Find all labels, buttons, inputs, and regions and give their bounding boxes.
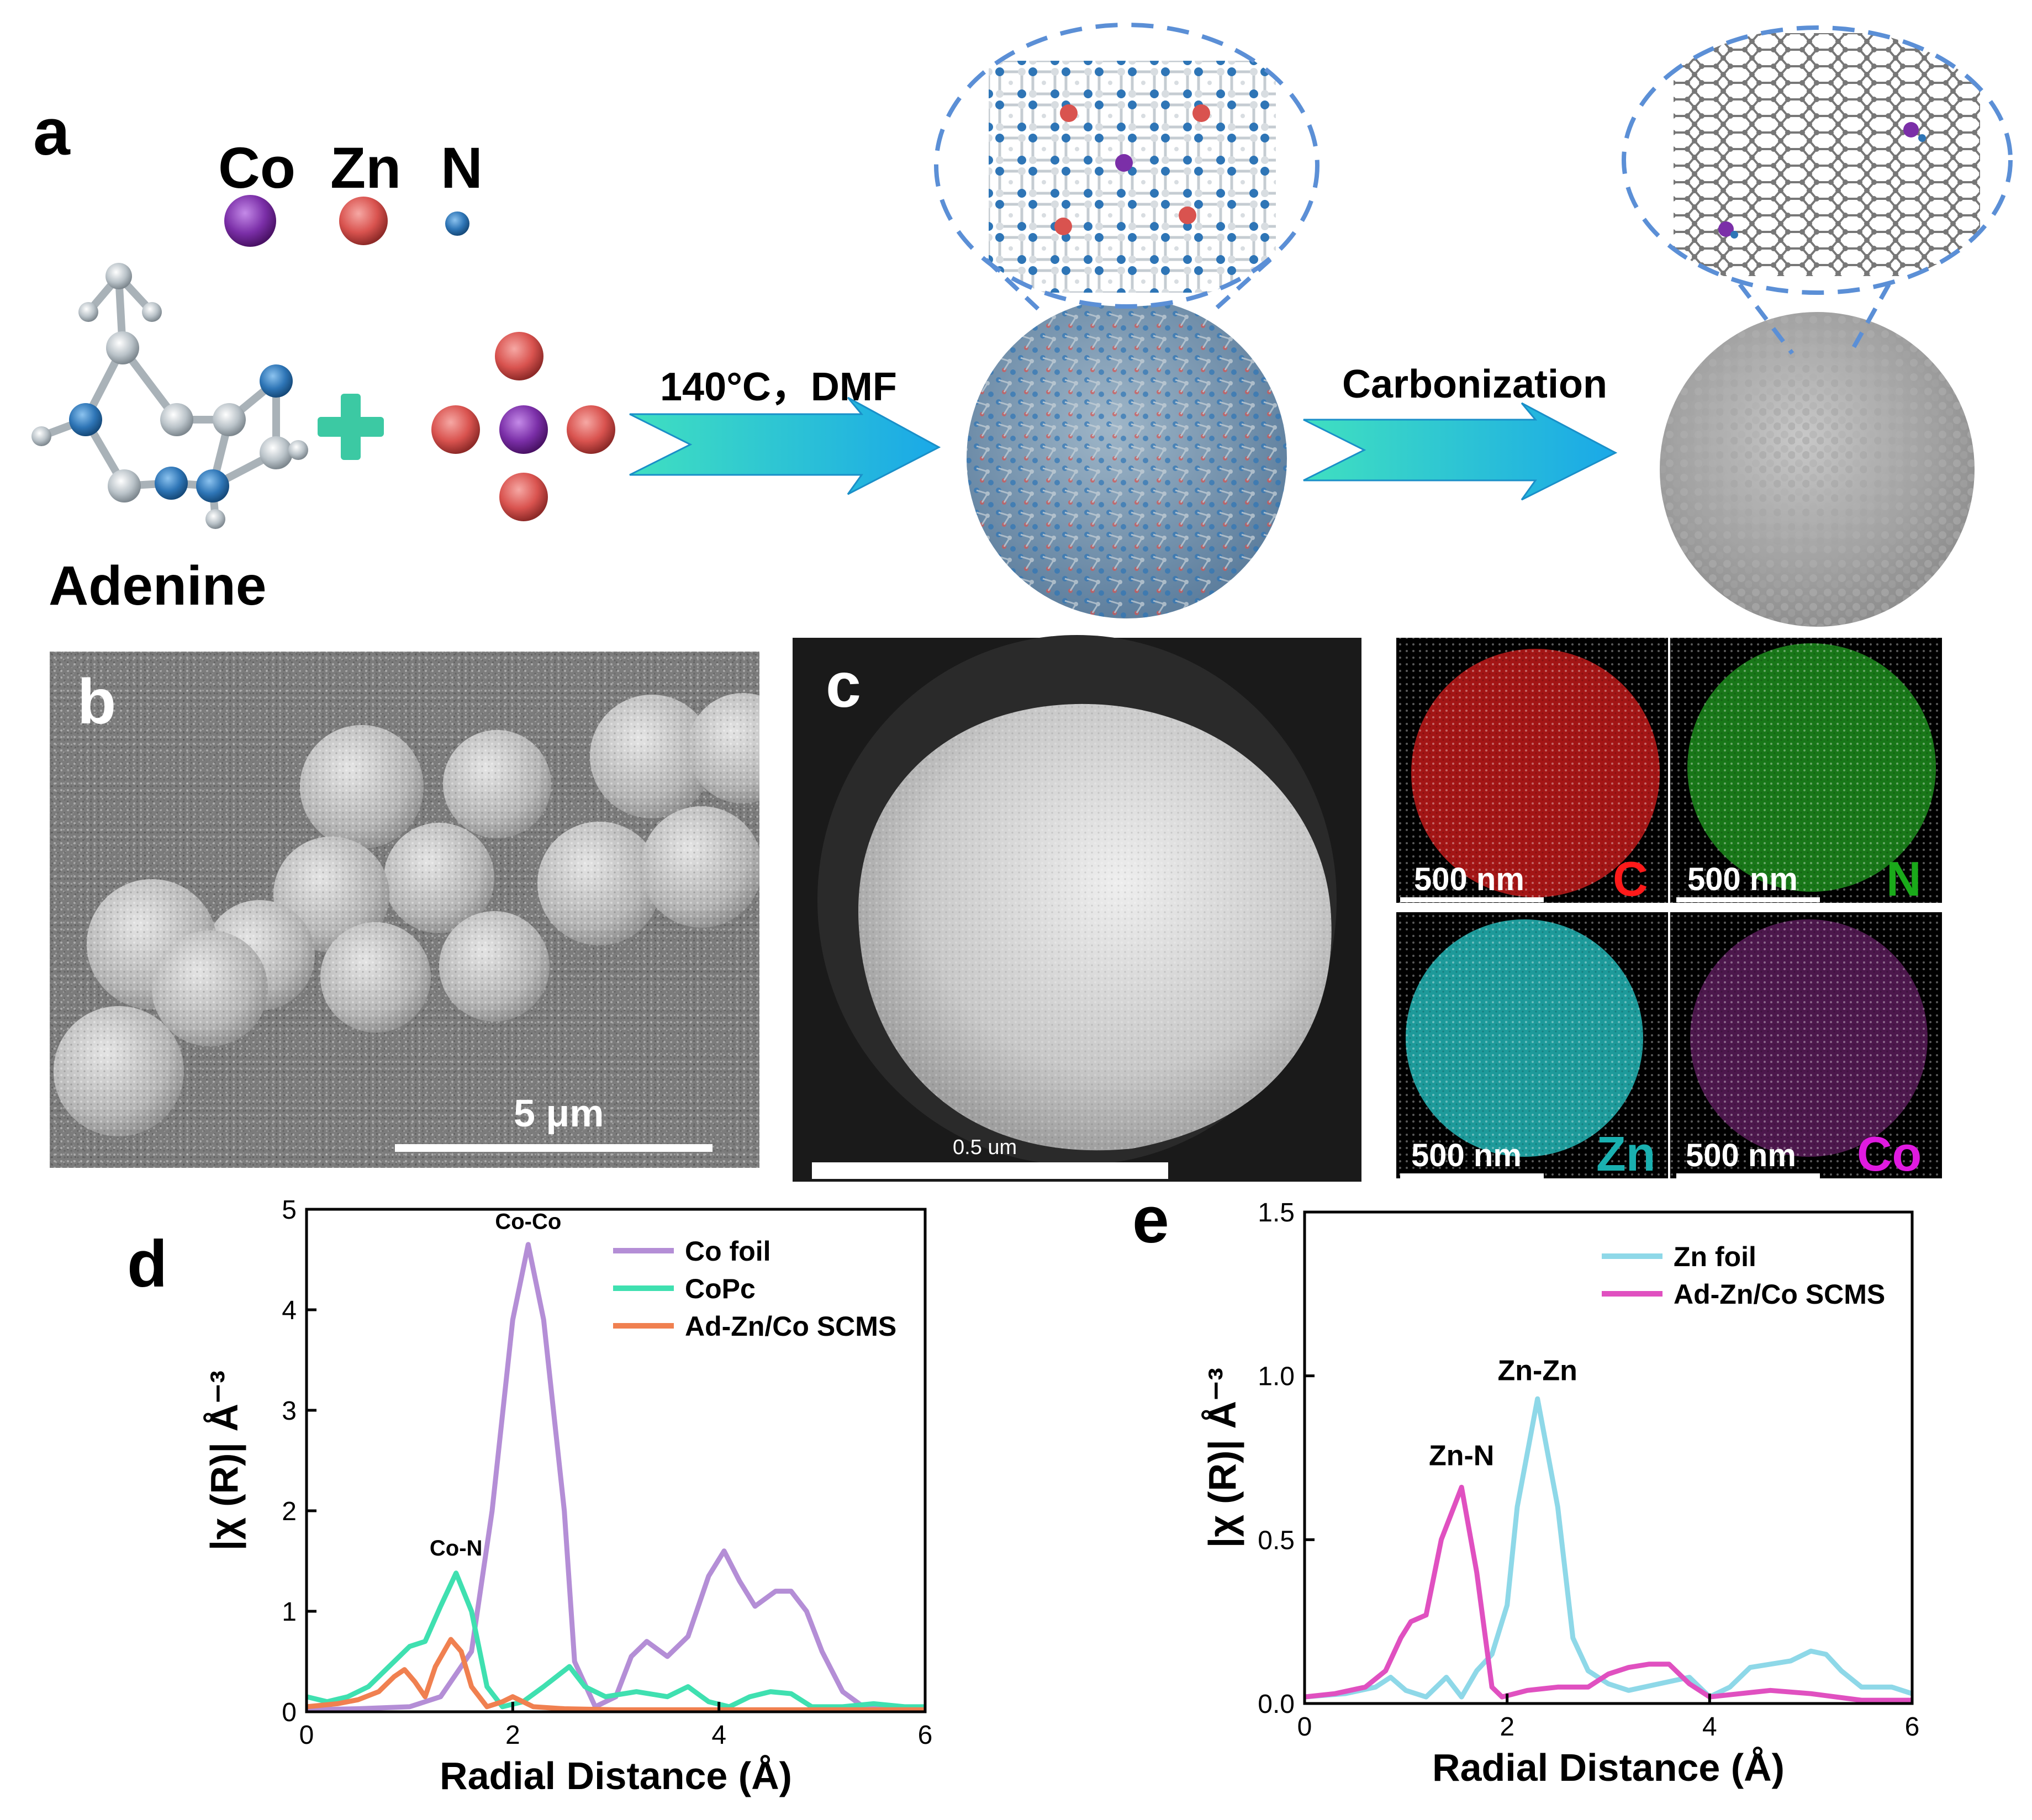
panel-d-label: d bbox=[127, 1227, 167, 1301]
panel-a: a Co Zn N bbox=[31, 23, 2013, 627]
step2-label: Carbonization bbox=[1342, 362, 1607, 406]
eds-map-zn bbox=[1396, 912, 1668, 1178]
carbonized-sphere-icon bbox=[1660, 312, 1975, 627]
peak-annotation-e-0: Zn-Zn bbox=[1497, 1355, 1577, 1387]
panel-b-sem-image: b 5 μm bbox=[50, 652, 759, 1168]
map-zn-element-label: Zn bbox=[1596, 1126, 1656, 1181]
panel-e-label: e bbox=[1132, 1183, 1169, 1257]
series-line-e-0 bbox=[1304, 1396, 1913, 1700]
y-tick-label-e-3: 1.5 bbox=[1258, 1198, 1295, 1228]
y-tick-label-e-1: 0.5 bbox=[1258, 1526, 1295, 1555]
x-tick-label-d-0: 0 bbox=[299, 1721, 314, 1750]
map-c-scale-label: 500 nm bbox=[1414, 861, 1524, 897]
eds-map-c bbox=[1396, 638, 1668, 903]
atom-legend: Co Zn N bbox=[218, 136, 483, 247]
step1-label: 140°C，DMF bbox=[660, 365, 897, 409]
series-line-e-1 bbox=[1304, 1484, 1912, 1703]
y-tick-label-d-4: 4 bbox=[282, 1296, 297, 1325]
map-co-element-label: Co bbox=[1857, 1126, 1922, 1181]
legend-label-d-0: Co foil bbox=[685, 1236, 771, 1267]
reaction-arrow-2-icon bbox=[1303, 402, 1618, 501]
panel-c-scale-bar bbox=[812, 1162, 1168, 1179]
y-tick-label-d-0: 0 bbox=[282, 1698, 297, 1727]
y-tick-label-d-5: 5 bbox=[282, 1195, 297, 1225]
peak-annotation-d-0: Co-Co bbox=[495, 1210, 561, 1234]
plot-frame-d bbox=[305, 1208, 927, 1713]
map-n-element-label: N bbox=[1886, 851, 1922, 906]
legend-label-e-0: Zn foil bbox=[1674, 1241, 1756, 1272]
panel-b-scale-label: 5 μm bbox=[514, 1092, 604, 1135]
zn-atom-icon bbox=[339, 197, 388, 245]
y-axis-label-d: |χ (R)| Å⁻³ bbox=[203, 1371, 246, 1551]
adenine-molecule-icon bbox=[31, 263, 308, 529]
chart-d: 0 2 4 6 0 1 2 3 4 5 Radial Distance (Å) |χ (R)| Å⁻³… bbox=[203, 1195, 932, 1797]
co-atom-icon bbox=[224, 195, 276, 247]
map-zn-scale-label: 500 nm bbox=[1411, 1138, 1522, 1173]
eds-maps: 500 nm C 500 nm N 500 nm Zn 500 nm Co bbox=[1395, 636, 1944, 1181]
legend-label-d-2: Ad-Zn/Co SCMS bbox=[685, 1311, 896, 1342]
n-atom-icon bbox=[445, 211, 469, 236]
map-n-scale-label: 500 nm bbox=[1687, 861, 1798, 897]
precursor-sphere-icon bbox=[967, 298, 1287, 618]
plot-frame-e bbox=[1303, 1210, 1914, 1705]
series-line-d-2 bbox=[306, 1637, 925, 1712]
x-tick-label-e-2: 4 bbox=[1702, 1712, 1717, 1742]
y-tick-label-e-2: 1.0 bbox=[1258, 1362, 1295, 1392]
y-tick-label-d-2: 2 bbox=[282, 1497, 297, 1526]
x-tick-label-d-2: 4 bbox=[711, 1721, 726, 1750]
panel-a-label: a bbox=[33, 95, 71, 169]
x-axis-label-d: Radial Distance (Å) bbox=[440, 1754, 792, 1797]
legend-zn-label: Zn bbox=[330, 136, 401, 200]
legend-label-d-1: CoPc bbox=[685, 1273, 756, 1304]
y-tick-label-d-1: 1 bbox=[282, 1597, 297, 1627]
panel-d-chart: d 0 2 4 6 0 1 2 3 4 5 Radial Distance (Å) |χ (R)| Å… bbox=[127, 1195, 932, 1797]
x-tick-label-d-1: 2 bbox=[505, 1721, 520, 1750]
panel-b-scale-bar bbox=[395, 1144, 712, 1152]
y-axis-label-e: |χ (R)| Å⁻³ bbox=[1201, 1368, 1244, 1548]
peak-annotation-e-1: Zn-N bbox=[1429, 1440, 1494, 1472]
zoom-view-precursor bbox=[934, 23, 1320, 311]
map-c-element-label: C bbox=[1613, 851, 1648, 906]
legend-co-label: Co bbox=[218, 136, 295, 200]
x-tick-label-e-3: 6 bbox=[1905, 1712, 1920, 1742]
zoom-view-carbon bbox=[1622, 25, 2013, 355]
legend-label-e-1: Ad-Zn/Co SCMS bbox=[1674, 1279, 1885, 1310]
panel-c-label: c bbox=[826, 650, 861, 721]
map-co-scale-label: 500 nm bbox=[1686, 1138, 1796, 1173]
adenine-label: Adenine bbox=[49, 555, 266, 617]
chart-e: 0 2 4 6 0.0 0.5 1.0 1.5 Radial Distance (Å) |χ (R… bbox=[1201, 1198, 1919, 1789]
eds-map-co bbox=[1670, 912, 1942, 1178]
plus-icon bbox=[318, 394, 384, 460]
reaction-arrow-1-icon bbox=[629, 396, 941, 495]
x-tick-label-e-1: 2 bbox=[1500, 1712, 1514, 1742]
y-tick-label-d-3: 3 bbox=[282, 1396, 297, 1426]
series-line-d-0 bbox=[306, 1242, 926, 1712]
legend-n-label: N bbox=[441, 136, 483, 200]
x-axis-label-e: Radial Distance (Å) bbox=[1432, 1746, 1785, 1789]
y-tick-label-e-0: 0.0 bbox=[1258, 1690, 1295, 1719]
x-tick-label-d-3: 6 bbox=[918, 1721, 933, 1750]
series-line-d-1 bbox=[305, 1570, 925, 1710]
panel-c-tem-image: c 0.5 um bbox=[793, 635, 1361, 1182]
panel-c-scale-label: 0.5 um bbox=[953, 1136, 1017, 1159]
panel-b-label: b bbox=[77, 666, 116, 737]
eds-map-n bbox=[1670, 638, 1942, 903]
peak-annotation-d-1: Co-N bbox=[430, 1536, 483, 1560]
x-tick-label-e-0: 0 bbox=[1297, 1712, 1312, 1742]
panel-e-chart: e 0 2 4 6 0.0 0.5 1.0 1.5 Radial Distance (Å) |χ … bbox=[1132, 1183, 1919, 1789]
metal-cluster-icon bbox=[431, 332, 615, 521]
